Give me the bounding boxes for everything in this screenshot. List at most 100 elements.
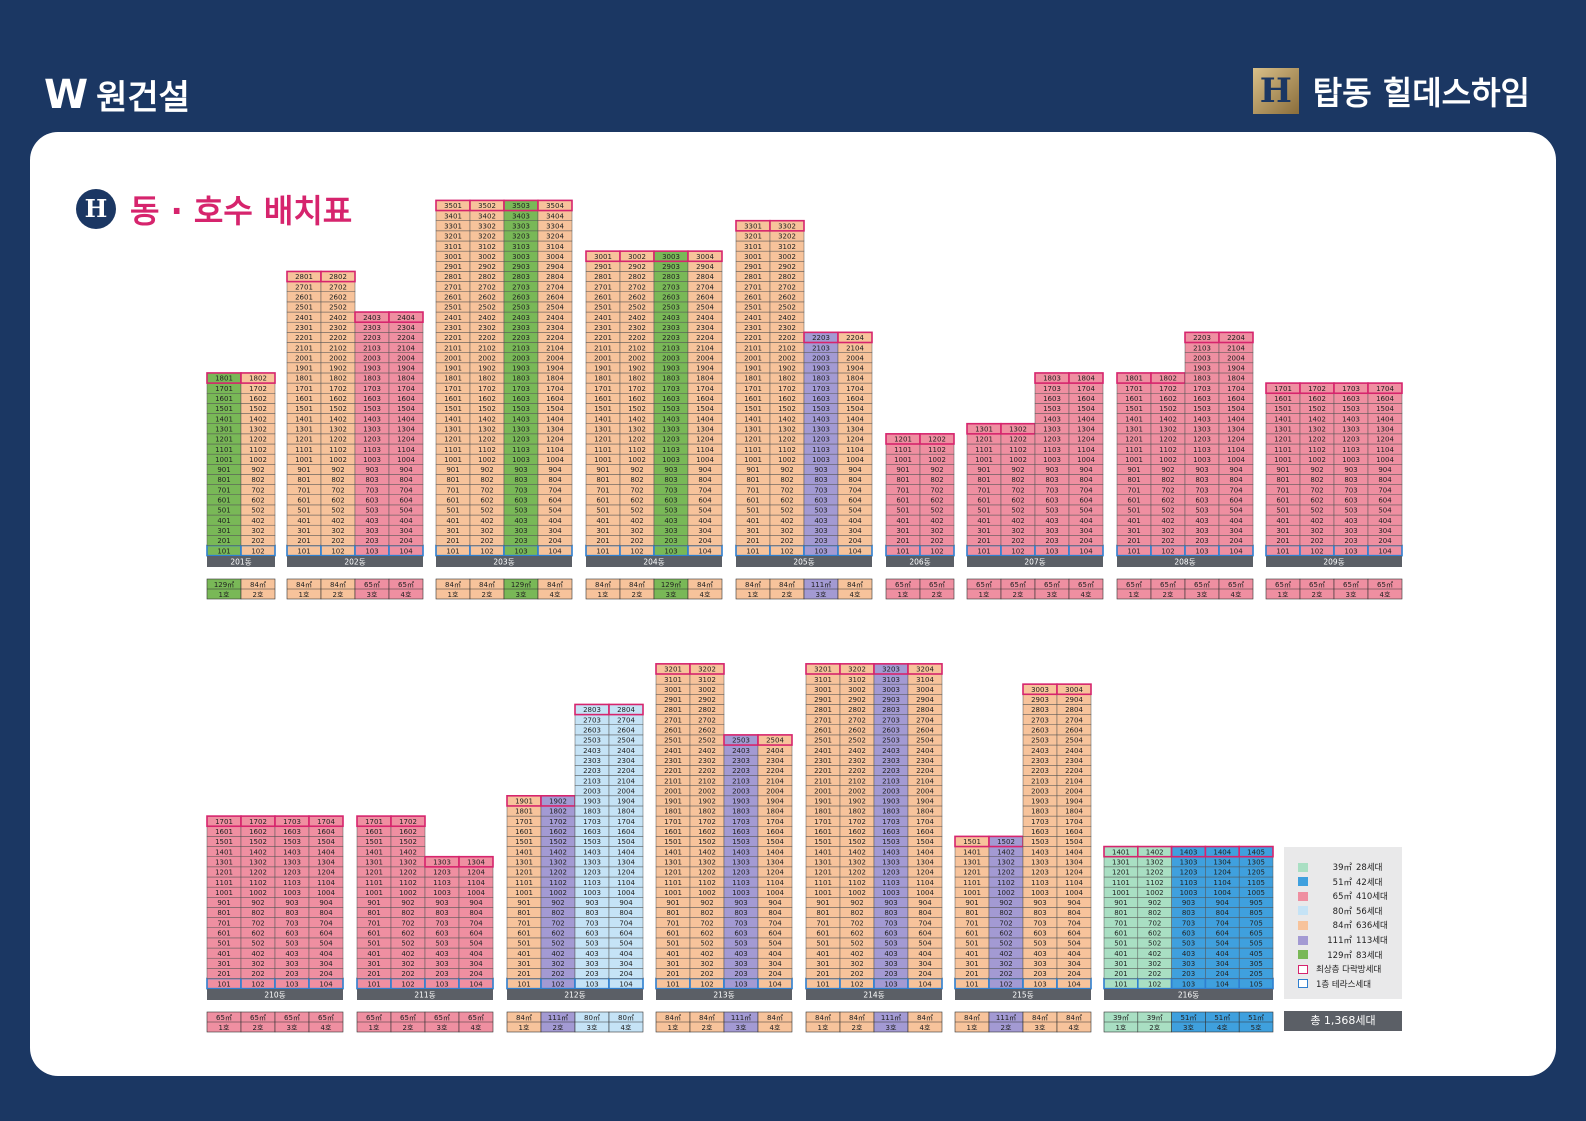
dong-label-bar: [967, 556, 1103, 567]
unit-number: 701: [517, 919, 530, 927]
unit-number: 903: [1182, 899, 1195, 907]
unit-number: 1104: [916, 879, 934, 887]
unit-number: 203: [435, 970, 448, 978]
unit-number: 2701: [814, 716, 832, 724]
unit-number: 1404: [1065, 848, 1083, 856]
unit-number: 2201: [744, 334, 762, 342]
unit-number: 1203: [1031, 869, 1049, 877]
unit-number: 804: [469, 909, 483, 917]
unit-number: 3001: [744, 253, 762, 261]
unit-line-number: 2호: [632, 591, 643, 599]
unit-number: 1201: [894, 436, 912, 444]
unit-number: 1205: [1247, 869, 1265, 877]
unit-number: 2303: [363, 324, 381, 332]
unit-type-size: 80㎡: [618, 1014, 634, 1022]
unit-number: 104: [1378, 547, 1392, 555]
unit-number: 601: [1276, 497, 1289, 505]
unit-number: 1002: [1159, 456, 1177, 464]
unit-number: 1202: [399, 869, 417, 877]
unit-number: 1402: [1308, 415, 1326, 423]
unit-number: 1601: [594, 395, 612, 403]
unit-number: 601: [1127, 497, 1140, 505]
unit-number: 2703: [1031, 716, 1049, 724]
unit-number: 901: [217, 899, 230, 907]
unit-number: 1802: [329, 375, 347, 383]
unit-number: 2701: [444, 283, 462, 291]
unit-number: 1303: [433, 858, 451, 866]
unit-number: 903: [285, 899, 298, 907]
unit-number: 203: [585, 970, 598, 978]
unit-number: 1401: [1112, 848, 1130, 856]
unit-number: 103: [585, 980, 598, 988]
legend-label: 129㎡: [1327, 950, 1352, 961]
unit-number: 1002: [628, 456, 646, 464]
unit-number: 2402: [848, 747, 866, 755]
unit-number: 201: [596, 537, 609, 545]
unit-type-size: 84㎡: [516, 1014, 532, 1022]
unit-number: 804: [548, 476, 562, 484]
unit-number: 604: [1378, 497, 1392, 505]
unit-number: 1103: [1342, 446, 1360, 454]
unit-number: 2702: [778, 283, 796, 291]
unit-number: 703: [514, 486, 527, 494]
unit-number: 501: [217, 940, 230, 948]
unit-number: 801: [746, 476, 759, 484]
unit-number: 2402: [478, 314, 496, 322]
unit-number: 2502: [698, 737, 716, 745]
unit-number: 2104: [696, 344, 714, 352]
unit-number: 1301: [215, 425, 233, 433]
unit-number: 1801: [515, 808, 533, 816]
unit-number: 1602: [778, 395, 796, 403]
unit-number: 302: [700, 960, 713, 968]
unit-number: 501: [746, 507, 759, 515]
unit-number: 703: [435, 919, 448, 927]
unit-number: 504: [918, 940, 932, 948]
unit-number: 3103: [512, 243, 530, 251]
unit-number: 1302: [778, 425, 796, 433]
unit-number: 1603: [882, 828, 900, 836]
unit-number: 901: [1114, 899, 1127, 907]
unit-number: 1402: [1159, 415, 1177, 423]
unit-number: 1102: [549, 879, 567, 887]
unit-number: 2402: [329, 314, 347, 322]
unit-number: 503: [734, 940, 747, 948]
unit-number: 502: [251, 940, 264, 948]
unit-number: 2102: [478, 344, 496, 352]
unit-number: 1403: [1193, 415, 1211, 423]
unit-number: 401: [965, 950, 978, 958]
company-brand: W 원건설: [44, 70, 190, 119]
unit-number: 1304: [467, 858, 485, 866]
unit-number: 1602: [399, 828, 417, 836]
unit-number: 2802: [778, 273, 796, 281]
unit-number: 301: [965, 960, 978, 968]
unit-number: 203: [884, 970, 897, 978]
legend-swatch: [1298, 906, 1308, 916]
unit-number: 303: [814, 527, 827, 535]
unit-number: 2704: [546, 283, 564, 291]
unit-number: 104: [698, 547, 712, 555]
unit-number: 1802: [778, 375, 796, 383]
unit-line-number: 2호: [932, 591, 943, 599]
unit-number: 704: [1229, 486, 1243, 494]
unit-number: 3002: [478, 253, 496, 261]
unit-type-size: 65㎡: [929, 581, 945, 589]
unit-number: 1104: [546, 446, 564, 454]
unit-number: 1601: [444, 395, 462, 403]
unit-number: 1202: [1009, 436, 1027, 444]
unit-number: 1204: [467, 869, 485, 877]
unit-number: 901: [297, 466, 310, 474]
unit-number: 2503: [583, 737, 601, 745]
unit-number: 2601: [814, 727, 832, 735]
total-households: 총 1,368세대: [1284, 1011, 1402, 1031]
unit-number: 402: [780, 517, 793, 525]
unit-number: 1802: [848, 808, 866, 816]
unit-number: 803: [1344, 476, 1357, 484]
unit-number: 202: [930, 537, 943, 545]
unit-number: 201: [896, 537, 909, 545]
unit-number: 502: [1011, 507, 1024, 515]
unit-number: 802: [1161, 476, 1174, 484]
unit-number: 1603: [1193, 395, 1211, 403]
unit-number: 1101: [215, 446, 233, 454]
unit-number: 1604: [617, 828, 635, 836]
unit-number: 2002: [698, 787, 716, 795]
